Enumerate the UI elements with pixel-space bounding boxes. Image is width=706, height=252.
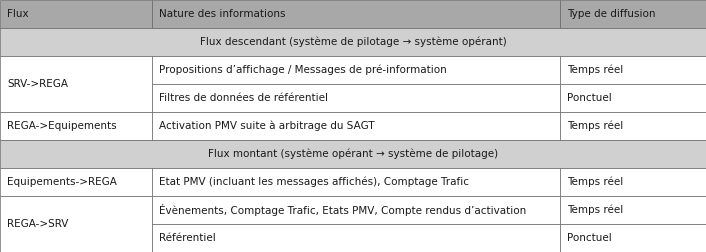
Text: Type de diffusion: Type de diffusion [567,9,655,19]
Text: REGA->Equipements: REGA->Equipements [7,121,116,131]
Bar [560,84,706,112]
Bar [560,168,706,196]
Bar [0,112,152,140]
Bar [560,0,706,28]
Bar [560,112,706,140]
Text: Filtres de données de référentiel: Filtres de données de référentiel [159,93,328,103]
Bar [152,224,560,252]
Text: Etat PMV (incluant les messages affichés), Comptage Trafic: Etat PMV (incluant les messages affichés… [159,177,469,187]
Text: Temps réel: Temps réel [567,177,623,187]
Bar [560,196,706,224]
Text: Temps réel: Temps réel [567,65,623,75]
Bar [0,56,152,112]
Text: Référentiel: Référentiel [159,233,215,243]
Text: Ponctuel: Ponctuel [567,93,611,103]
Bar [0,0,152,28]
Bar [560,56,706,84]
Bar [152,84,560,112]
Bar [0,140,706,168]
Bar [560,224,706,252]
Bar [0,168,152,196]
Bar [152,168,560,196]
Text: SRV->REGA: SRV->REGA [7,79,68,89]
Bar [152,0,560,28]
Text: Temps réel: Temps réel [567,205,623,215]
Bar [152,196,560,224]
Text: Flux descendant (système de pilotage → système opérant): Flux descendant (système de pilotage → s… [200,37,506,47]
Text: Nature des informations: Nature des informations [159,9,285,19]
Bar [0,28,706,56]
Bar [152,56,560,84]
Text: Propositions d’affichage / Messages de pré-information: Propositions d’affichage / Messages de p… [159,65,447,75]
Bar [152,112,560,140]
Text: Equipements->REGA: Equipements->REGA [7,177,117,187]
Bar [0,196,152,252]
Text: Évènements, Comptage Trafic, Etats PMV, Compte rendus d’activation: Évènements, Comptage Trafic, Etats PMV, … [159,204,526,216]
Text: Activation PMV suite à arbitrage du SAGT: Activation PMV suite à arbitrage du SAGT [159,121,374,131]
Text: Flux: Flux [7,9,29,19]
Text: Flux montant (système opérant → système de pilotage): Flux montant (système opérant → système … [208,149,498,159]
Text: Temps réel: Temps réel [567,121,623,131]
Text: Ponctuel: Ponctuel [567,233,611,243]
Text: REGA->SRV: REGA->SRV [7,219,68,229]
